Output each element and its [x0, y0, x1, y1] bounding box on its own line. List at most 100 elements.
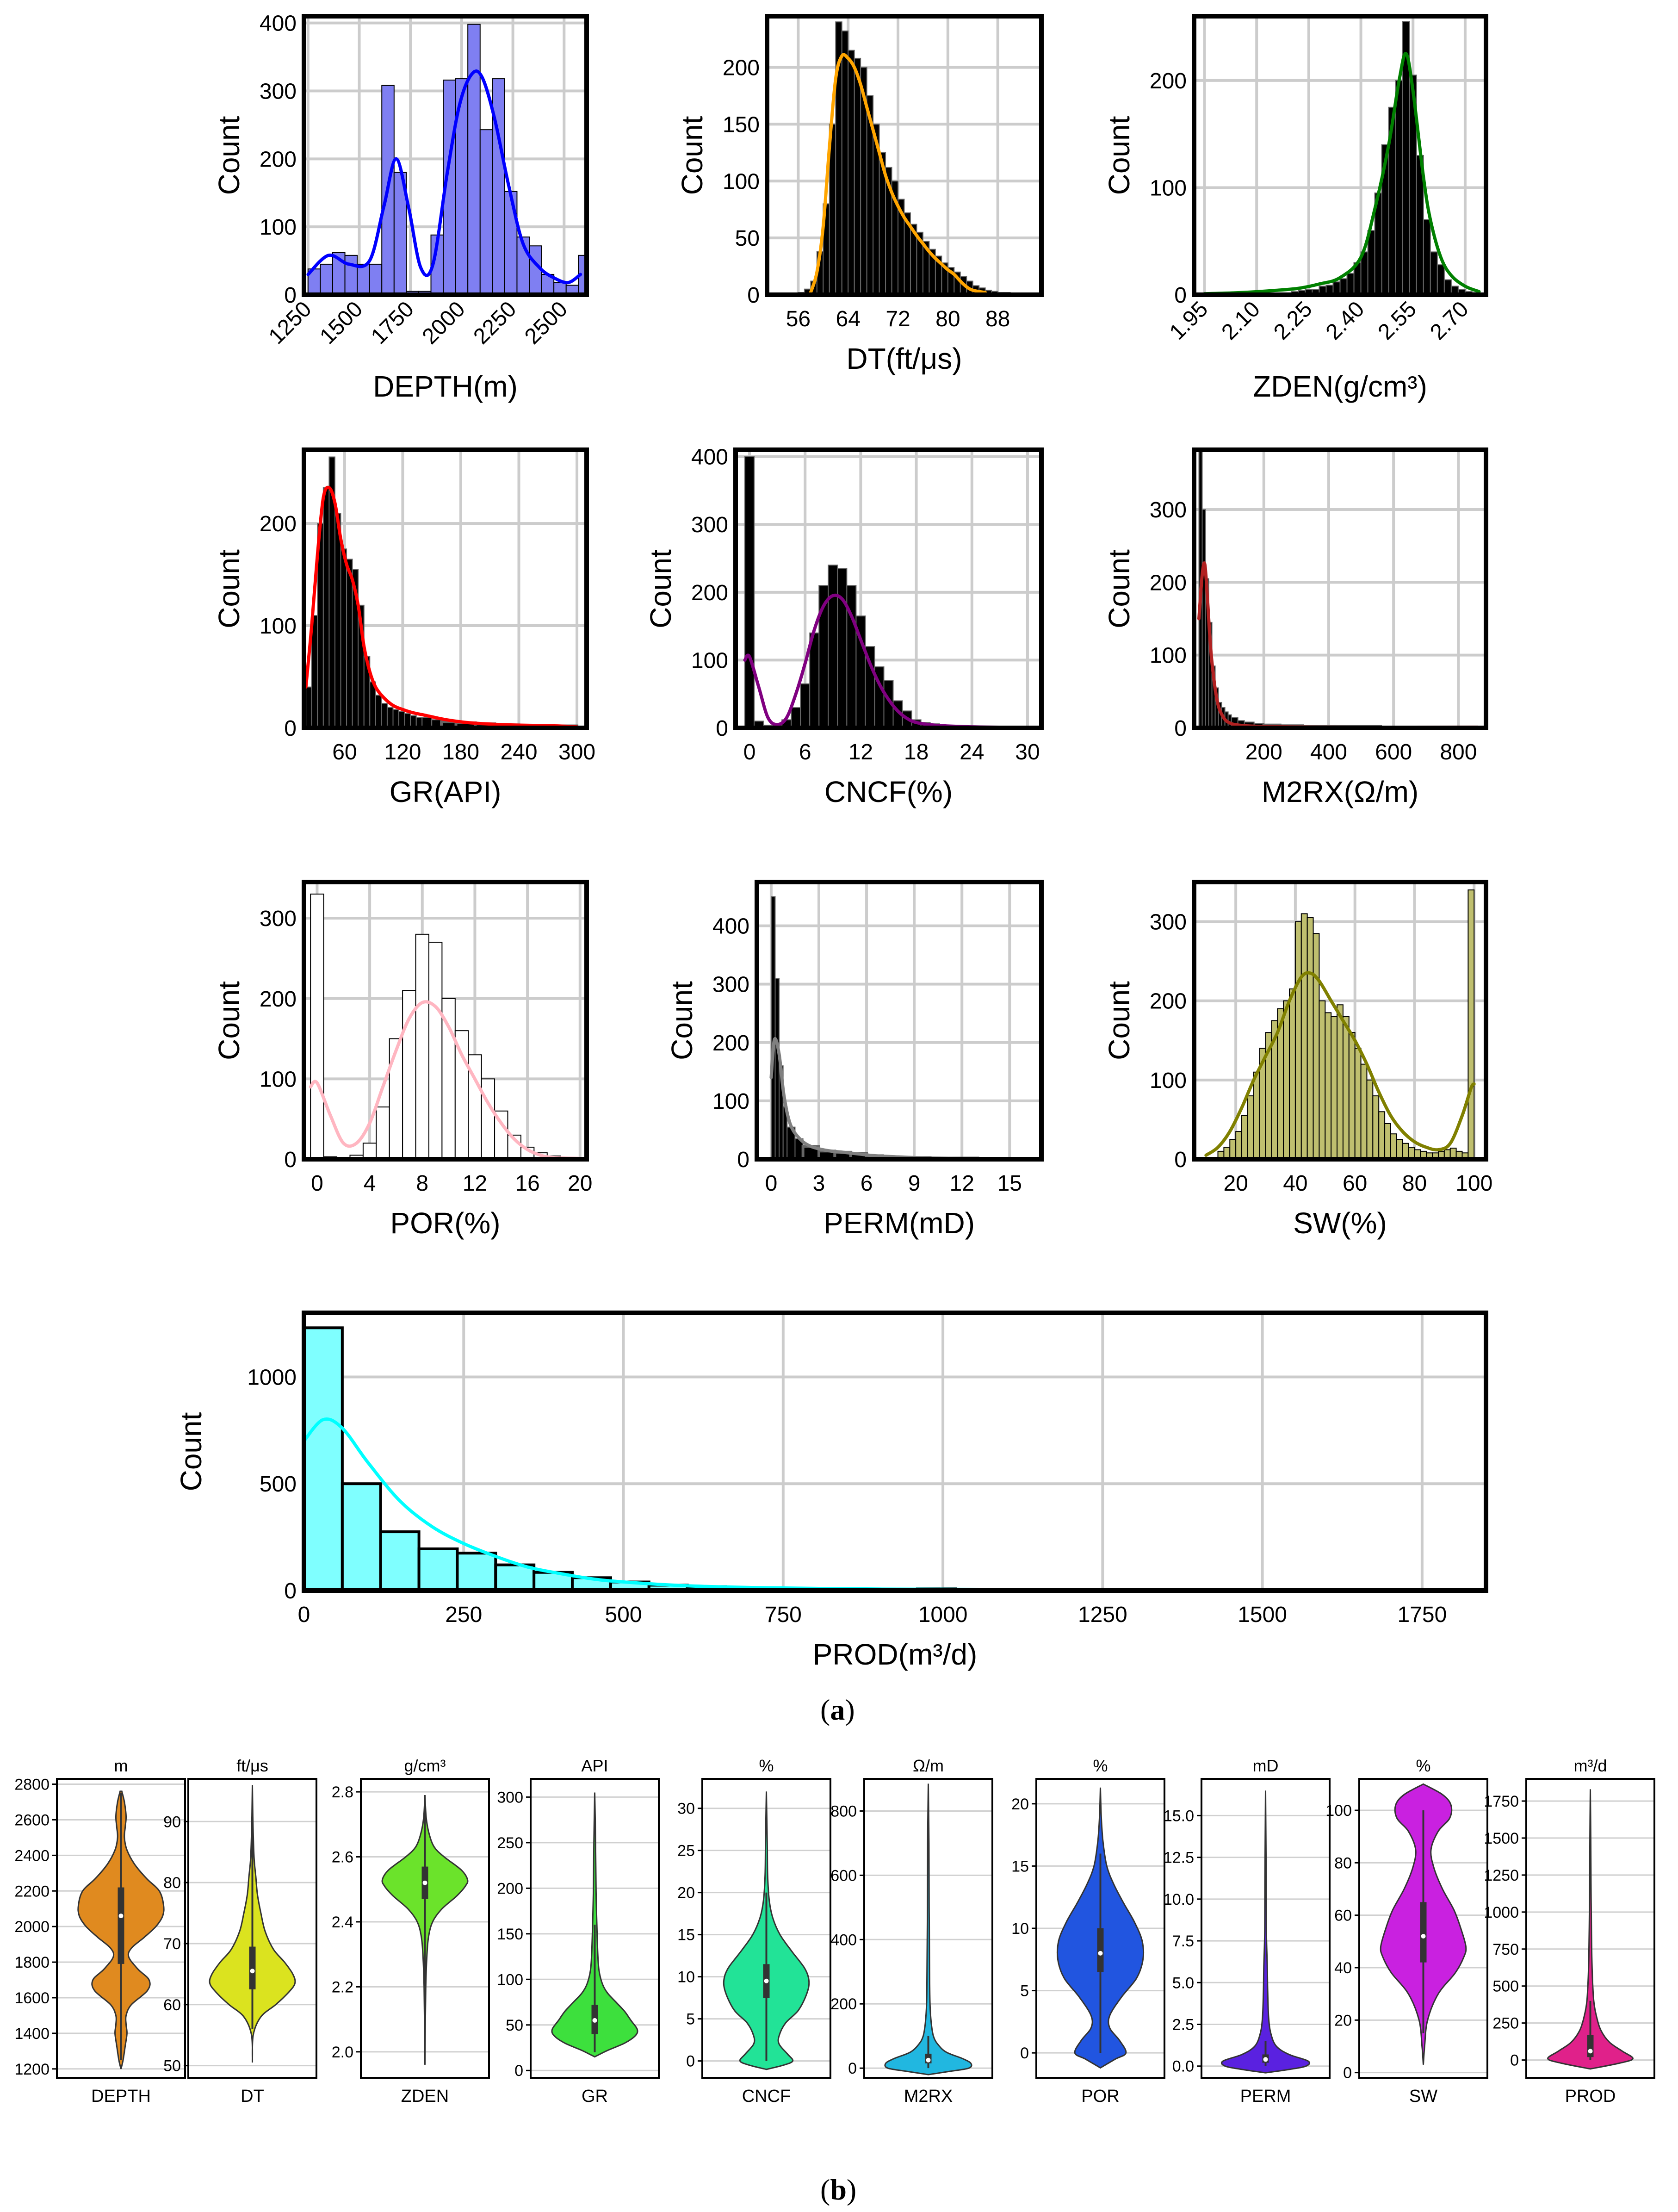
x-axis-label: M2RX(Ω/m) — [1262, 775, 1418, 808]
violin-body — [1547, 1789, 1634, 2070]
bar — [441, 998, 456, 1160]
kde-line — [743, 593, 1029, 729]
bar — [346, 559, 353, 729]
bar — [398, 711, 405, 729]
y-tick-label: 100 — [1325, 1802, 1352, 1820]
x-axis-label: CNCF — [742, 2087, 791, 2106]
y-tick-label: 750 — [1492, 1941, 1519, 1958]
plot-frame — [302, 447, 589, 730]
plot-frame — [765, 14, 1044, 297]
y-tick-label: 2400 — [14, 1847, 50, 1864]
plot-frame — [56, 1778, 186, 2079]
iqr-box — [118, 1887, 124, 1964]
bar — [310, 894, 324, 1160]
bar — [392, 709, 400, 728]
x-tick-label: 30 — [1015, 740, 1040, 764]
unit-label: % — [759, 1756, 774, 1775]
x-tick-label: 2.25 — [1269, 297, 1317, 345]
y-tick-label: 2200 — [14, 1883, 50, 1900]
y-tick-label: 20 — [1011, 1796, 1029, 1813]
plot-frame — [1192, 14, 1488, 297]
y-tick-label: 90 — [163, 1813, 181, 1831]
x-axis-label: POR(%) — [390, 1206, 500, 1240]
kde-line — [304, 485, 579, 729]
kde-line — [769, 1037, 1028, 1161]
bar — [369, 263, 383, 295]
x-axis-label: DEPTH(m) — [373, 370, 518, 403]
y-tick-label: 1600 — [14, 1989, 50, 2007]
x-tick-label: 750 — [765, 1603, 802, 1627]
x-tick-label: 80 — [935, 307, 960, 331]
bar — [1384, 1123, 1391, 1160]
y-tick-label: 0 — [1510, 2052, 1519, 2069]
x-tick-label: 18 — [904, 740, 929, 764]
x-tick-label: 15 — [997, 1171, 1022, 1196]
y-tick-label: 100 — [1150, 644, 1187, 668]
histogram-gr: 0 100 200 60 120 180 240 300 GR(API) Count — [212, 447, 595, 808]
x-tick-label: 2.70 — [1425, 297, 1474, 345]
plot-frame — [1525, 1778, 1655, 2079]
bar — [357, 263, 370, 295]
bar — [375, 695, 382, 728]
bar — [344, 255, 358, 296]
violin-body — [1220, 1790, 1311, 2074]
y-tick-label: 0 — [1020, 2044, 1029, 2062]
y-tick-label: 500 — [1492, 1978, 1519, 1995]
y-tick-label: 0 — [284, 716, 297, 741]
y-tick-label: 0 — [716, 716, 728, 741]
bar — [1395, 80, 1403, 296]
bar — [1367, 230, 1375, 296]
histogram-dt: 0 50 100 150 200 56 64 72 80 88 DT(ft/μs) Count — [675, 14, 1044, 375]
x-tick-label: 20 — [1223, 1171, 1248, 1196]
bar — [379, 1530, 421, 1592]
x-tick-label: 2500 — [520, 297, 572, 349]
y-tick-label: 10 — [677, 1969, 695, 1986]
y-tick-label: 0 — [848, 2060, 857, 2077]
y-tick-label: 100 — [497, 1971, 523, 1988]
histogram-sw: 0 100 200 300 20 40 60 80 100 SW(%) Count — [1102, 880, 1492, 1240]
y-tick-label: 400 — [260, 12, 297, 36]
x-tick-label: 9 — [908, 1171, 921, 1196]
x-tick-label: 2.10 — [1217, 297, 1265, 345]
y-tick-label: 40 — [1334, 1959, 1352, 1977]
bar — [481, 1078, 495, 1160]
y-tick-label: 30 — [677, 1800, 695, 1818]
bar — [791, 707, 801, 729]
x-tick-label: 0 — [311, 1171, 323, 1196]
bar — [467, 24, 481, 296]
x-tick-label: 600 — [1375, 740, 1412, 764]
y-tick-label: 1750 — [1484, 1793, 1519, 1810]
y-tick-label: 100 — [1150, 176, 1187, 200]
y-tick-label: 400 — [691, 445, 728, 470]
y-axis-label: Count — [212, 981, 246, 1060]
y-tick-label: 200 — [1150, 571, 1187, 595]
bar — [1342, 1016, 1350, 1160]
bar — [303, 1326, 344, 1592]
y-axis-label: Count — [1102, 116, 1136, 195]
kde-line — [809, 53, 987, 294]
y-tick-label: 60 — [1334, 1907, 1352, 1925]
y-tick-label: 12.5 — [1164, 1849, 1194, 1867]
y-tick-label: 0 — [514, 2062, 523, 2080]
plot-frame — [701, 1778, 831, 2079]
bar — [494, 1110, 508, 1160]
y-tick-label: 200 — [1150, 69, 1187, 93]
x-tick-label: 1250 — [1078, 1603, 1127, 1627]
violin-perm: 0.0 2.5 5.0 7.5 10.0 12.5 15.0 mD PERM — [1164, 1756, 1331, 2106]
x-tick-label: 16 — [515, 1171, 539, 1196]
median-dot — [1263, 2057, 1268, 2062]
x-tick-label: 1000 — [918, 1603, 968, 1627]
bar — [1396, 1139, 1403, 1160]
violin-cncf: 0 5 10 15 20 25 30% CNCF — [677, 1756, 831, 2106]
y-tick-label: 600 — [830, 1867, 857, 1884]
y-tick-label: 0 — [284, 1579, 297, 1603]
x-tick-label: 60 — [332, 740, 357, 764]
iqr-box — [249, 1946, 256, 1989]
x-tick-label: 2000 — [418, 297, 470, 349]
y-tick-label: 15 — [677, 1926, 695, 1944]
bar — [322, 487, 330, 728]
violin-gr: 0 50 100 150 200 250 300 API GR — [497, 1756, 660, 2106]
y-tick-label: 2.2 — [332, 1978, 353, 1996]
y-tick-label: 5.0 — [1172, 1974, 1194, 1992]
x-axis-label: DT(ft/μs) — [846, 342, 962, 375]
